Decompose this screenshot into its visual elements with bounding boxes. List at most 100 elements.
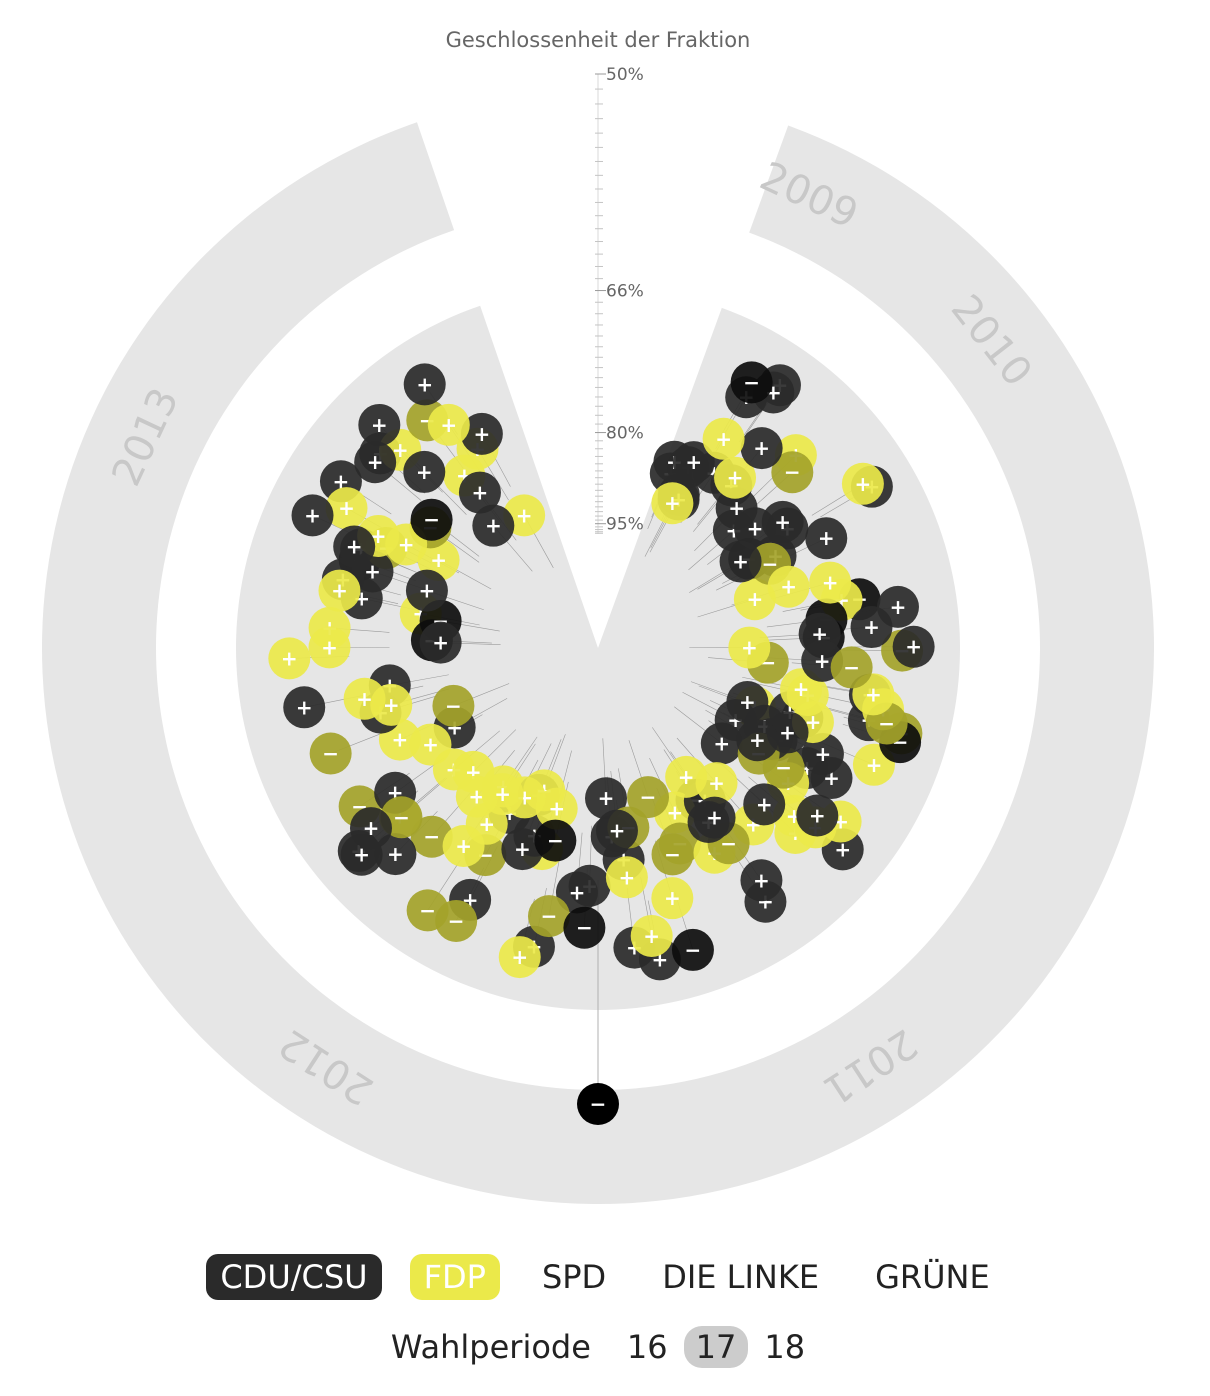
vote-bubble[interactable]: +: [876, 585, 919, 628]
vote-bubble[interactable]: +: [726, 681, 769, 724]
vote-bubble[interactable]: −: [435, 899, 478, 942]
vote-bubble[interactable]: +: [358, 403, 401, 446]
vote-bubble[interactable]: +: [651, 877, 694, 920]
vote-bubble-circle: [354, 441, 397, 484]
vote-bubble[interactable]: +: [283, 686, 326, 729]
outlier-bubble[interactable]: −: [577, 1083, 619, 1125]
vote-bubble-circle: [743, 783, 786, 826]
vote-bubble[interactable]: +: [740, 859, 783, 902]
vote-bubble-circle: [693, 796, 736, 839]
vote-bubble[interactable]: +: [403, 363, 446, 406]
vote-bubble-circle: [410, 815, 453, 858]
vote-bubble[interactable]: +: [354, 441, 397, 484]
vote-bubble[interactable]: +: [403, 450, 446, 493]
vote-bubble[interactable]: +: [693, 796, 736, 839]
vote-bubble[interactable]: +: [719, 540, 762, 583]
vote-bubble-circle: [318, 569, 361, 612]
vote-bubble-circle: [343, 677, 386, 720]
vote-bubble-circle: [830, 646, 873, 689]
vote-bubble-circle: [410, 498, 453, 541]
vote-bubble[interactable]: −: [671, 928, 714, 971]
vote-bubble-circle: [403, 450, 446, 493]
vote-bubble[interactable]: +: [427, 403, 470, 446]
party-button-cdu-csu[interactable]: CDU/CSU: [206, 1254, 382, 1300]
vote-bubble[interactable]: +: [472, 504, 515, 547]
vote-bubble[interactable]: +: [498, 936, 541, 979]
vote-bubble-circle: [535, 787, 578, 830]
vote-bubble[interactable]: +: [442, 825, 485, 868]
vote-bubble-circle: [308, 626, 351, 669]
vote-bubble[interactable]: +: [405, 569, 448, 612]
outlier-bubble-circle: [577, 1083, 619, 1125]
vote-bubble-circle: [719, 540, 762, 583]
vote-bubble[interactable]: +: [333, 525, 376, 568]
vote-bubble-circle: [841, 462, 884, 505]
vote-bubble[interactable]: +: [740, 427, 783, 470]
vote-bubble[interactable]: +: [743, 783, 786, 826]
vote-bubble[interactable]: −: [651, 833, 694, 876]
vote-bubble[interactable]: +: [630, 914, 673, 957]
vote-bubble[interactable]: +: [349, 807, 392, 850]
vote-bubble-circle: [714, 456, 757, 499]
vote-bubble[interactable]: +: [728, 626, 771, 669]
vote-bubble-circle: [472, 504, 515, 547]
vote-bubble[interactable]: +: [481, 773, 524, 816]
vote-bubble-circle: [733, 578, 776, 621]
vote-bubble-circle: [405, 569, 448, 612]
party-legend: CDU/CSU FDP SPD DIE LINKE GRÜNE: [0, 1254, 1210, 1304]
vote-bubble[interactable]: −: [830, 646, 873, 689]
vote-bubble[interactable]: +: [308, 626, 351, 669]
vote-bubble[interactable]: +: [796, 794, 839, 837]
vote-bubble[interactable]: −: [432, 684, 475, 727]
vote-bubble-circle: [734, 507, 777, 550]
vote-bubble[interactable]: +: [702, 417, 745, 460]
vote-bubble[interactable]: +: [343, 677, 386, 720]
vote-bubble[interactable]: +: [841, 462, 884, 505]
vote-bubble[interactable]: +: [805, 517, 848, 560]
vote-bubble[interactable]: −: [534, 819, 577, 862]
vote-bubble[interactable]: +: [736, 719, 779, 762]
vote-bubble-circle: [527, 895, 570, 938]
tick-label-95: 95%: [606, 515, 644, 535]
vote-bubble[interactable]: +: [318, 569, 361, 612]
vote-bubble-circle: [427, 403, 470, 446]
vote-bubble-circle: [333, 525, 376, 568]
vote-bubble-circle: [349, 807, 392, 850]
vote-bubble[interactable]: −: [410, 498, 453, 541]
vote-bubble-circle: [651, 877, 694, 920]
period-button-17[interactable]: 17: [683, 1326, 749, 1368]
vote-bubble-circle: [403, 363, 446, 406]
vote-bubble-circle: [563, 906, 606, 949]
vote-bubble-circle: [771, 451, 814, 494]
vote-bubble[interactable]: +: [595, 809, 638, 852]
chart-title: Geschlossenheit der Fraktion: [446, 28, 751, 52]
vote-bubble-circle: [268, 637, 311, 680]
vote-bubble-circle: [651, 833, 694, 876]
vote-bubble[interactable]: +: [268, 637, 311, 680]
period-button-18[interactable]: 18: [764, 1328, 806, 1366]
vote-bubble-circle: [534, 819, 577, 862]
vote-bubble-circle: [809, 561, 852, 604]
vote-bubble[interactable]: +: [767, 565, 810, 608]
vote-bubble[interactable]: +: [419, 621, 462, 664]
vote-bubble-circle: [435, 899, 478, 942]
vote-bubble[interactable]: +: [291, 494, 334, 537]
tick-label-80: 80%: [606, 424, 644, 444]
period-button-16[interactable]: 16: [626, 1328, 668, 1366]
vote-bubble[interactable]: −: [309, 732, 352, 775]
party-button-die-linke[interactable]: DIE LINKE: [662, 1258, 820, 1296]
vote-bubble-circle: [501, 828, 544, 871]
period-label: Wahlperiode: [390, 1328, 591, 1366]
party-button-grüne[interactable]: GRÜNE: [875, 1258, 990, 1296]
party-button-fdp[interactable]: FDP: [409, 1254, 500, 1300]
vote-bubble-circle: [671, 928, 714, 971]
vote-bubble[interactable]: +: [809, 561, 852, 604]
vote-bubble[interactable]: −: [563, 906, 606, 949]
vote-bubble[interactable]: +: [605, 856, 648, 899]
period-selector: Wahlperiode 16 17 18: [0, 1326, 1210, 1372]
party-button-spd[interactable]: SPD: [541, 1258, 607, 1296]
vote-bubble[interactable]: +: [892, 625, 935, 668]
vote-bubble[interactable]: +: [651, 482, 694, 525]
vote-bubble-circle: [605, 856, 648, 899]
vote-bubble[interactable]: −: [730, 361, 773, 404]
